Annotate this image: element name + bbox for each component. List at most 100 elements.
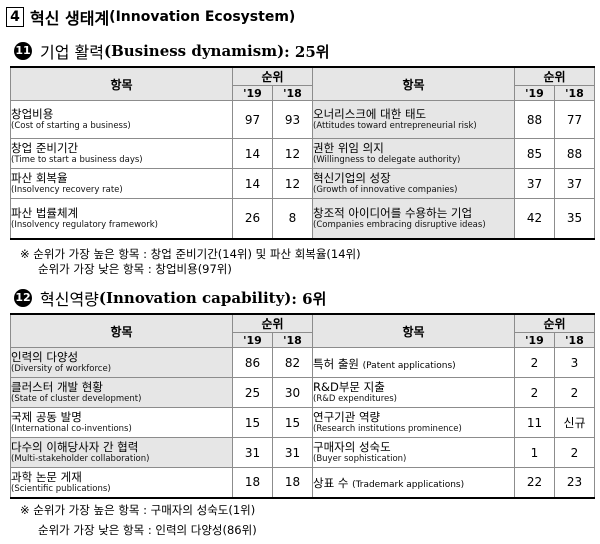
rank-2018: 2 [554, 437, 595, 468]
header-item-left: 항목 [10, 313, 233, 348]
main-title-en: (Innovation Ecosystem) [109, 9, 296, 25]
rank-2018: 82 [272, 347, 313, 378]
indicator-cell: 국제 공동 발명 (International co-inventions) [10, 407, 233, 438]
table-row: 과학 논문 게재 (Scientific publications) 18 18 … [10, 467, 595, 498]
header-rank-right: 순위 [514, 313, 595, 333]
header-2018-left: '18 [272, 85, 313, 101]
header-rank-right: 순위 [514, 66, 595, 86]
rank-2018: 35 [554, 198, 595, 239]
rank-2019: 25 [232, 377, 273, 408]
rank-2019: 2 [514, 347, 555, 378]
table-row: 창업비용 (Cost of starting a business) 97 93 … [10, 100, 595, 139]
indicator-cell: 클러스터 개발 현황 (State of cluster development) [10, 377, 233, 408]
section-11-title: 11 기업 활력 (Business dynamism) : 25위 [14, 40, 330, 62]
rank-2019: 42 [514, 198, 555, 239]
rank-2018: 15 [272, 407, 313, 438]
header-2018-right: '18 [554, 85, 595, 101]
header-item-right: 항목 [312, 66, 515, 101]
indicator-cell: 다수의 이해당사자 간 협력 (Multi-stakeholder collabo… [10, 437, 233, 468]
section-11-title-en: (Business dynamism) [103, 42, 285, 60]
header-2019-right: '19 [514, 332, 555, 348]
indicator-cell: 특허 출원 (Patent applications) [312, 347, 515, 378]
note-lowest-12: 순위가 가장 낮은 항목 : 인력의 다양성(86위) [38, 523, 257, 537]
note-highest-12: ※ 순위가 가장 높은 항목 : 구매자의 성숙도(1위) [20, 503, 256, 517]
innovation-capability-table: 항목 순위 항목 순위 '19 '18 '19 '18 인력의 다양성 (Dive… [10, 313, 595, 499]
table-row: 다수의 이해당사자 간 협력 (Multi-stakeholder collabo… [10, 437, 595, 468]
rank-2018: 93 [272, 100, 313, 139]
header-2019-right: '19 [514, 85, 555, 101]
header-2019-left: '19 [232, 332, 273, 348]
indicator-cell: 창업비용 (Cost of starting a business) [10, 100, 233, 139]
main-title: 4 혁신 생태계 (Innovation Ecosystem) [6, 5, 295, 29]
rank-2018: 31 [272, 437, 313, 468]
rank-2019: 15 [232, 407, 273, 438]
rank-2019: 97 [232, 100, 273, 139]
rank-2019: 14 [232, 138, 273, 169]
rank-2018: 37 [554, 168, 595, 199]
rank-2019: 2 [514, 377, 555, 408]
rank-2019: 22 [514, 467, 555, 498]
table-row: 클러스터 개발 현황 (State of cluster development)… [10, 377, 595, 408]
rank-2019: 86 [232, 347, 273, 378]
rank-2018: 3 [554, 347, 595, 378]
header-item-right: 항목 [312, 313, 515, 348]
section-11-rank: : 25위 [284, 42, 330, 61]
table-row: 파산 회복율 (Insolvency recovery rate) 14 12 혁… [10, 168, 595, 199]
rank-2018: 18 [272, 467, 313, 498]
rank-2019: 85 [514, 138, 555, 169]
rank-2018: 12 [272, 168, 313, 199]
rank-2019: 1 [514, 437, 555, 468]
main-title-ko: 혁신 생태계 [30, 9, 110, 28]
header-2019-left: '19 [232, 85, 273, 101]
indicator-cell: R&D부문 지출 (R&D expenditures) [312, 377, 515, 408]
section-11-title-ko: 기업 활력 [40, 43, 104, 62]
header-rank-left: 순위 [232, 313, 313, 333]
section-11-number: 11 [14, 42, 32, 60]
section-12-title-ko: 혁신역량 [40, 290, 99, 309]
header-2018-left: '18 [272, 332, 313, 348]
rank-2019: 18 [232, 467, 273, 498]
indicator-cell: 연구기관 역량 (Research institutions prominence… [312, 407, 515, 438]
rank-2018: 88 [554, 138, 595, 169]
rank-2018: 30 [272, 377, 313, 408]
header-2018-right: '18 [554, 332, 595, 348]
rank-2019: 14 [232, 168, 273, 199]
rank-2018: 77 [554, 100, 595, 139]
table-row: 창업 준비기간 (Time to start a business days) 1… [10, 138, 595, 169]
indicator-cell: 과학 논문 게재 (Scientific publications) [10, 467, 233, 498]
indicator-cell: 구매자의 성숙도 (Buyer sophistication) [312, 437, 515, 468]
note-lowest-11: 순위가 가장 낮은 항목 : 창업비용(97위) [38, 262, 232, 276]
note-highest-11: ※ 순위가 가장 높은 항목 : 창업 준비기간(14위) 및 파산 회복율(1… [20, 247, 361, 261]
indicator-cell: 창업 준비기간 (Time to start a business days) [10, 138, 233, 169]
rank-2019: 11 [514, 407, 555, 438]
indicator-cell: 상표 수 (Trademark applications) [312, 467, 515, 498]
table-row: 파산 법률체계 (Insolvency regulatory framework)… [10, 198, 595, 239]
section-12-number: 12 [14, 289, 32, 307]
rank-2019: 26 [232, 198, 273, 239]
rank-2018: 23 [554, 467, 595, 498]
header-item-left: 항목 [10, 66, 233, 101]
rank-2019: 37 [514, 168, 555, 199]
indicator-cell: 권한 위임 의지 (Willingness to delegate authori… [312, 138, 515, 169]
indicator-cell: 창조적 아이디어를 수용하는 기업 (Companies embracing di… [312, 198, 515, 239]
indicator-cell: 오너리스크에 대한 태도 (Attitudes toward entreprene… [312, 100, 515, 139]
rank-2018: 2 [554, 377, 595, 408]
section-12-title: 12 혁신역량 (Innovation capability) : 6위 [14, 287, 326, 309]
header-rank-left: 순위 [232, 66, 313, 86]
indicator-cell: 파산 회복율 (Insolvency recovery rate) [10, 168, 233, 199]
rank-2019: 88 [514, 100, 555, 139]
indicator-cell: 파산 법률체계 (Insolvency regulatory framework) [10, 198, 233, 239]
rank-2018: 12 [272, 138, 313, 169]
indicator-cell: 인력의 다양성 (Diversity of workforce) [10, 347, 233, 378]
indicator-cell: 혁신기업의 성장 (Growth of innovative companies) [312, 168, 515, 199]
table-row: 국제 공동 발명 (International co-inventions) 15… [10, 407, 595, 438]
section-12-rank: : 6위 [291, 289, 327, 308]
rank-2018: 신규 [554, 407, 595, 438]
business-dynamism-table: 항목 순위 항목 순위 '19 '18 '19 '18 창업비용 (Cost of… [10, 66, 595, 240]
rank-2019: 31 [232, 437, 273, 468]
main-title-number: 4 [6, 7, 24, 27]
rank-2018: 8 [272, 198, 313, 239]
table-row: 인력의 다양성 (Diversity of workforce) 86 82 특허… [10, 347, 595, 378]
section-12-title-en: (Innovation capability) [98, 289, 292, 307]
